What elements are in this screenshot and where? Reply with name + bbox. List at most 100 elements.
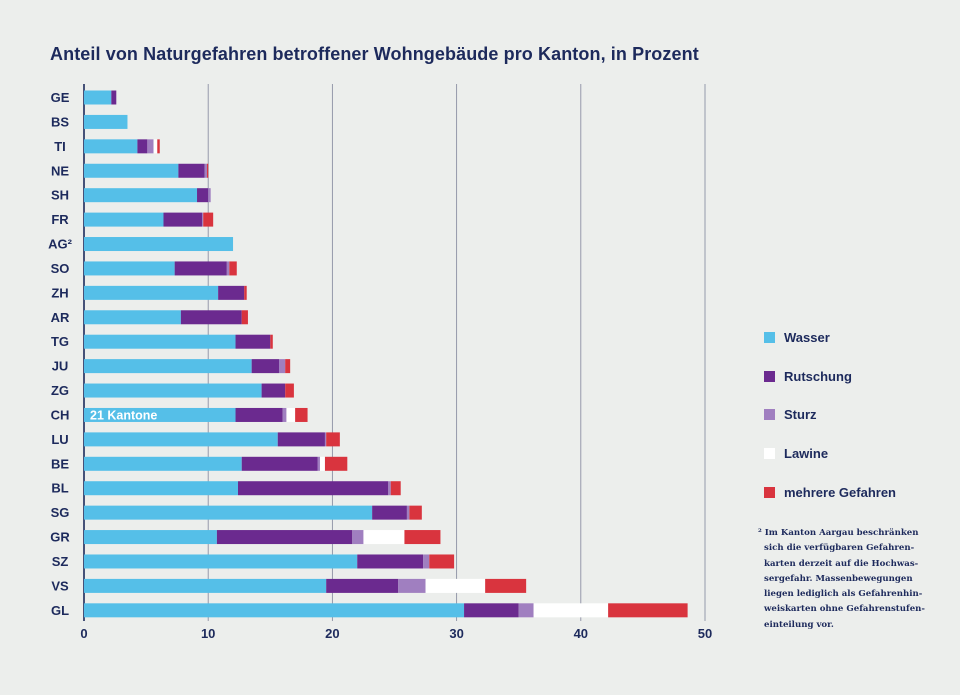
bar-segment-0: [84, 237, 234, 252]
bar-segment-1: [235, 334, 271, 349]
legend-label: mehrere Gefahren: [784, 484, 896, 500]
category-label: TI: [54, 139, 66, 154]
bar-segment-3: [153, 139, 158, 154]
bar-segment-4: [206, 163, 209, 178]
bar-segment-4: [270, 334, 273, 349]
bar-segment-1: [238, 481, 389, 496]
legend-item: mehrere Gefahren: [764, 473, 944, 512]
bar-segment-1: [137, 139, 148, 154]
bar-segment-0: [84, 383, 262, 398]
bar-segment-2: [324, 432, 327, 447]
bar-segment-1: [235, 407, 283, 422]
legend-label: Rutschung: [784, 368, 852, 384]
legend-swatch: [764, 448, 775, 460]
legend-item: Wasser: [764, 318, 944, 357]
bar-segment-4: [295, 407, 308, 422]
bar-segment-2: [352, 530, 364, 545]
footnote-marker: ²: [758, 528, 762, 538]
category-label: BL: [51, 481, 68, 496]
bar-segment-1: [218, 285, 245, 300]
bar-segment-4: [608, 603, 688, 618]
bar-segment-4: [229, 261, 237, 276]
bar-segment-0: [84, 481, 239, 496]
bar-segment-4: [390, 481, 401, 496]
x-tick-label: 30: [449, 626, 463, 641]
bar-segment-1: [251, 359, 279, 374]
bar-segment-1: [178, 163, 205, 178]
bar-segment-0: [84, 114, 128, 129]
bar-segment-3: [533, 603, 609, 618]
bar-segment-2: [201, 212, 204, 227]
category-label: CH: [51, 407, 70, 422]
bar-annotation: 21 Kantone: [90, 408, 157, 422]
bar-segment-1: [111, 90, 117, 105]
bar-segment-4: [203, 212, 214, 227]
bar-segment-1: [163, 212, 202, 227]
chart-title: Anteil von Naturgefahren betroffener Woh…: [50, 44, 699, 64]
bar-segment-0: [84, 212, 164, 227]
bar-segment-2: [278, 359, 286, 374]
bar-segment-3: [425, 578, 486, 593]
bar-segment-0: [84, 310, 181, 325]
footnote: ² Im Kanton Aargau beschränken sich die …: [758, 526, 928, 633]
legend-label: Sturz: [784, 407, 817, 423]
bar-segment-1: [357, 554, 424, 569]
bar-segment-1: [197, 188, 209, 203]
category-label: LU: [51, 432, 68, 447]
x-tick-label: 20: [325, 626, 339, 641]
bar-segment-0: [84, 578, 327, 593]
bar-segment-4: [409, 505, 422, 520]
bar-segment-1: [464, 603, 519, 618]
legend-swatch: [764, 331, 775, 343]
bar-segment-0: [84, 554, 358, 569]
bar-segment-2: [204, 163, 207, 178]
bar-segment-0: [84, 359, 252, 374]
category-label: SO: [51, 261, 70, 276]
bar-segment-4: [241, 310, 248, 325]
bar-segment-0: [84, 285, 219, 300]
legend-label: Wasser: [784, 329, 830, 345]
bar-segment-0: [84, 432, 278, 447]
bar-segment-3: [286, 407, 296, 422]
bar-segment-3: [319, 456, 325, 471]
bar-segment-2: [398, 578, 426, 593]
bar-segment-2: [208, 188, 211, 203]
category-label: AR: [51, 310, 70, 325]
category-label: NE: [51, 163, 69, 178]
bar-segment-2: [226, 261, 230, 276]
category-label: SZ: [52, 554, 69, 569]
category-label: SH: [51, 188, 69, 203]
bar-segment-1: [216, 530, 353, 545]
x-tick-label: 0: [80, 626, 87, 641]
bar-segment-1: [180, 310, 242, 325]
category-label: SG: [51, 505, 70, 520]
bar-segment-0: [84, 261, 175, 276]
category-label: FR: [51, 212, 69, 227]
bar-segment-1: [326, 578, 399, 593]
bar-segment-2: [518, 603, 534, 618]
category-label: JU: [52, 359, 69, 374]
category-label: GE: [51, 90, 70, 105]
legend-swatch: [764, 370, 775, 382]
bar-segment-1: [372, 505, 407, 520]
category-label: AG²: [48, 237, 73, 252]
bar-segment-2: [388, 481, 391, 496]
bar-segment-0: [84, 334, 236, 349]
legend-item: Rutschung: [764, 357, 944, 396]
bar-segment-0: [84, 188, 198, 203]
bar-segment-0: [84, 603, 465, 618]
category-label: BE: [51, 456, 69, 471]
bar-segment-4: [157, 139, 160, 154]
bar-segment-3: [363, 530, 405, 545]
legend-label: Lawine: [784, 446, 829, 462]
bar-segment-4: [285, 383, 294, 398]
category-label: GL: [51, 603, 69, 618]
bar-segment-0: [84, 139, 138, 154]
bar-segment-4: [485, 578, 527, 593]
bar-segment-2: [282, 407, 287, 422]
bar-segment-2: [423, 554, 430, 569]
bar-segment-4: [404, 530, 441, 545]
x-tick-label: 50: [698, 626, 712, 641]
legend: Wasser Rutschung Sturz Lawine mehrere Gefahr…: [764, 318, 944, 512]
